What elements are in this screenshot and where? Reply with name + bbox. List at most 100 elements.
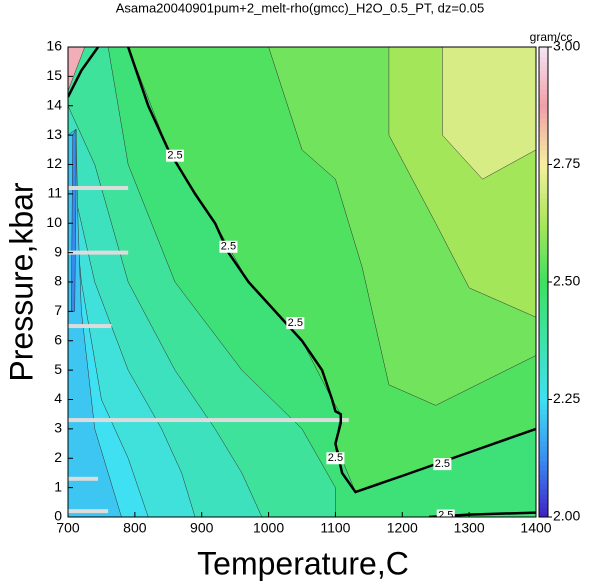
x-tick-label: 700 [56, 520, 80, 536]
x-tick-label: 1000 [253, 520, 284, 536]
y-axis-label: Pressure,kbar [3, 182, 39, 382]
colorbar-cell [539, 441, 548, 447]
contour-label: 2.5 [167, 150, 182, 162]
colorbar-tick-label: 2.00 [553, 508, 580, 524]
colorbar-cell [539, 338, 548, 344]
colorbar-cell [539, 263, 548, 269]
y-tick-label: 9 [54, 243, 62, 259]
no-data-strip [68, 324, 112, 329]
colorbar-cell [539, 136, 548, 142]
colorbar-cell [539, 319, 548, 325]
colorbar-cell [539, 291, 548, 297]
y-tick-label: 4 [54, 390, 62, 406]
colorbar-cell [539, 437, 548, 443]
y-tick-label: 8 [54, 273, 62, 289]
colorbar-cell [539, 427, 548, 433]
colorbar-cell [539, 61, 548, 67]
colorbar-cell [539, 446, 548, 452]
contour-label: 2.5 [221, 241, 236, 253]
colorbar-cell [539, 300, 548, 306]
colorbar-cell [539, 126, 548, 133]
colorbar-cell [539, 89, 548, 95]
colorbar-cell [539, 141, 548, 147]
y-tick-label: 2 [54, 449, 62, 465]
colorbar-cell [539, 333, 548, 339]
colorbar-cell [539, 394, 548, 400]
y-tick-label: 12 [46, 155, 62, 171]
x-tick-label: 1200 [387, 520, 418, 536]
colorbar-cell [539, 56, 548, 62]
y-tick-label: 14 [46, 96, 62, 112]
colorbar-cell [539, 423, 548, 429]
colorbar-cell [539, 220, 548, 227]
colorbar-cell [539, 183, 548, 189]
colorbar-tick-label: 2.25 [553, 390, 580, 406]
colorbar-cell [539, 479, 548, 485]
colorbar-cell [539, 498, 548, 504]
colorbar-cell [539, 474, 548, 480]
colorbar-tick-label: 2.75 [553, 155, 580, 171]
colorbar-cell [539, 404, 548, 410]
y-tick-label: 6 [54, 331, 62, 347]
x-tick-label: 1400 [520, 520, 551, 536]
colorbar-cell [539, 385, 548, 391]
colorbar-cell [539, 249, 548, 255]
y-tick-label: 13 [46, 126, 62, 142]
colorbar-cell [539, 272, 548, 278]
x-axis-label: Temperature,C [197, 545, 409, 581]
colorbar-cell [539, 512, 548, 518]
colorbar-cell [539, 418, 548, 424]
colorbar-cell [539, 507, 548, 513]
contour-line [68, 47, 100, 98]
colorbar-cell [539, 122, 548, 128]
colorbar-cell [539, 244, 548, 250]
colorbar-cell [539, 451, 548, 457]
colorbar-cell [539, 296, 548, 302]
colorbar-cell [539, 65, 548, 71]
colorbar-cell [539, 324, 548, 330]
x-tick-label: 800 [123, 520, 147, 536]
colorbar-cell [539, 230, 548, 236]
colorbar-cell [539, 380, 548, 386]
colorbar-cell [539, 253, 548, 259]
colorbar-cell [539, 347, 548, 353]
colorbar-cell [539, 75, 548, 81]
colorbar-cell [539, 329, 548, 335]
contour-label-bg [433, 458, 452, 471]
colorbar-cell [539, 413, 548, 419]
colorbar-cell [539, 84, 548, 90]
colorbar-label: gram/cc [530, 30, 573, 44]
contour-region [442, 47, 536, 180]
y-tick-label: 5 [54, 361, 62, 377]
y-tick-label: 7 [54, 302, 62, 318]
colorbar-cell [539, 79, 548, 86]
colorbar-cell [539, 305, 548, 311]
colorbar-cell [539, 117, 548, 123]
colorbar-cell [539, 188, 548, 194]
y-tick-label: 1 [54, 478, 62, 494]
colorbar-cell [539, 155, 548, 161]
colorbar-cell [539, 361, 548, 368]
colorbar-cell [539, 70, 548, 76]
colorbar-cell [539, 488, 548, 494]
chart-title: Asama20040901pum+2_melt-rho(gmcc)_H2O_0.… [116, 0, 485, 15]
colorbar-cell [539, 493, 548, 499]
colorbar-cell [539, 390, 548, 396]
colorbar-cell [539, 371, 548, 377]
contour-label: 2.5 [438, 509, 453, 521]
colorbar-cell [539, 239, 548, 245]
x-tick-label: 1100 [320, 520, 350, 536]
no-data-strip [68, 476, 99, 481]
no-data-strip [68, 418, 349, 423]
y-tick-label: 15 [46, 67, 62, 83]
colorbar-cell [539, 432, 548, 438]
y-tick-label: 3 [54, 420, 62, 436]
colorbar-cell [539, 502, 548, 509]
colorbar-cell [539, 51, 548, 57]
colorbar-cell [539, 150, 548, 156]
contour-line [126, 47, 536, 494]
colorbar-cell [539, 47, 548, 53]
colorbar-cell [539, 343, 548, 349]
contour-label: 2.5 [435, 458, 450, 470]
contour-label: 2.5 [288, 317, 303, 329]
